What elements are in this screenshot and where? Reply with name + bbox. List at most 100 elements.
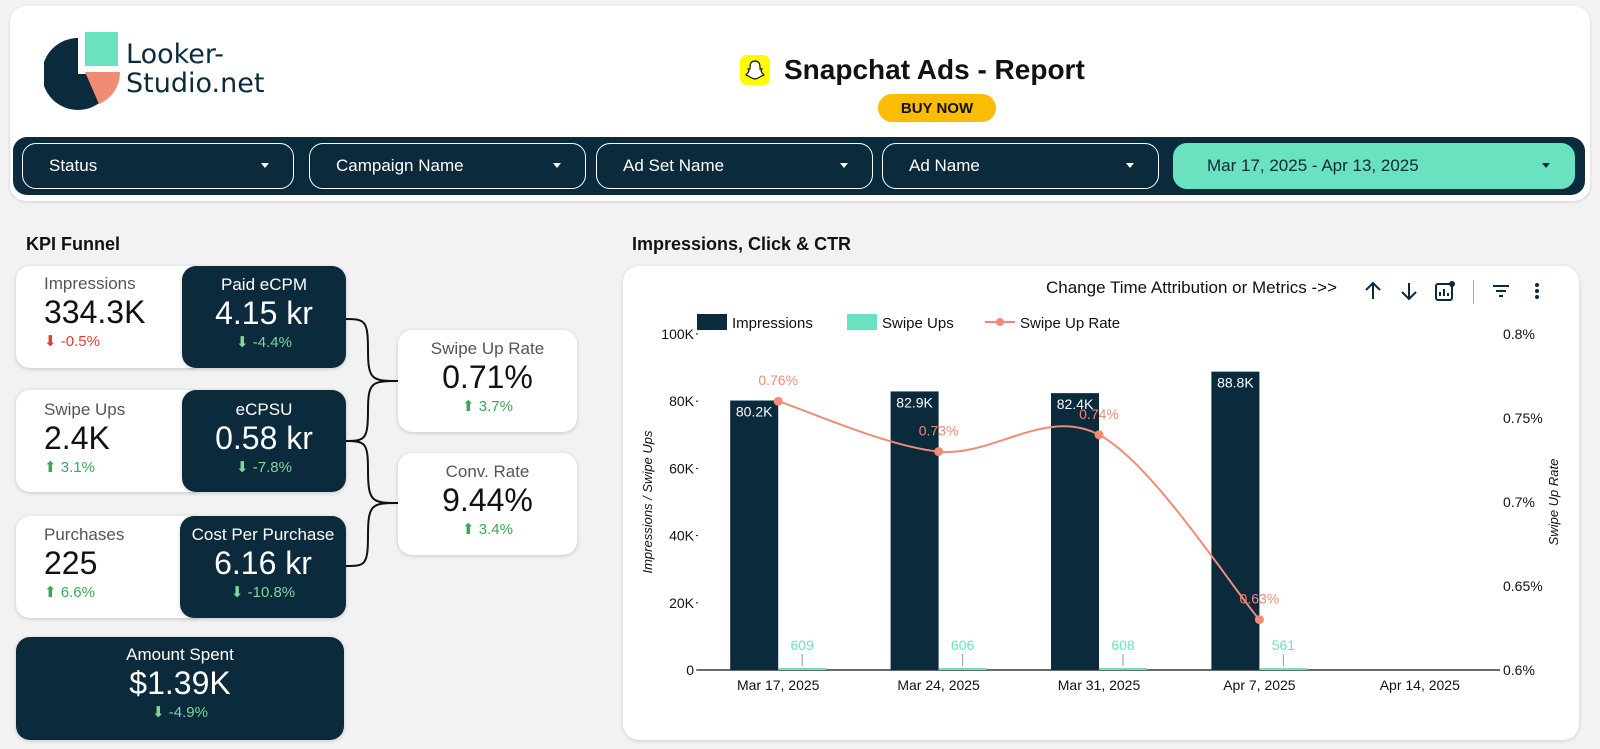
campaign-filter-label: Campaign Name — [336, 156, 464, 175]
arrow-down-icon: ⬇ — [236, 459, 249, 476]
conv-rate-card: Conv. Rate 9.44% ⬆ 3.4% — [398, 453, 577, 555]
campaign-name-filter[interactable]: Campaign Name — [309, 143, 586, 189]
status-filter[interactable]: Status — [22, 143, 294, 189]
swipe-ups-data-label: 608 — [1111, 637, 1135, 653]
swipe-ups-label: Swipe Ups — [44, 400, 126, 419]
date-range-picker[interactable]: Mar 17, 2025 - Apr 13, 2025 — [1173, 143, 1575, 189]
chevron-down-icon — [840, 163, 848, 168]
swipe-up-rate-delta-text: 3.7% — [478, 398, 513, 415]
arrow-up-icon: ⬆ — [462, 398, 475, 415]
legend-label-swipe-ups: Swipe Ups — [882, 315, 954, 332]
y-tick-label: 40K — [669, 528, 695, 544]
swipe-up-rate-point — [1254, 615, 1264, 625]
buy-now-button[interactable]: BUY NOW — [878, 94, 996, 122]
chevron-down-icon — [261, 163, 269, 168]
amount-spent-delta: ⬇ -4.9% — [16, 703, 344, 721]
x-tick-label: Mar 31, 2025 — [1058, 677, 1141, 693]
purchases-card: Purchases 225 ⬆ 6.6% — [16, 516, 206, 618]
change-attribution-text[interactable]: Change Time Attribution or Metrics ->> — [1046, 278, 1338, 297]
amount-spent-label: Amount Spent — [126, 645, 234, 664]
swipe-ups-delta: ⬆ 3.1% — [44, 458, 206, 476]
impressions-data-label: 80.2K — [736, 404, 773, 420]
y2-tick-label: 0.7% — [1503, 494, 1535, 510]
paid-ecpm-delta-text: -4.4% — [252, 334, 292, 351]
impressions-bar — [890, 391, 939, 670]
x-tick-label: Apr 7, 2025 — [1223, 677, 1296, 693]
amount-spent-delta-text: -4.9% — [168, 704, 208, 721]
swipe-ups-data-label: 606 — [951, 637, 975, 653]
purchases-value: 225 — [44, 545, 98, 581]
chart-settings-icon[interactable] — [1434, 280, 1456, 302]
ecpsu-card: eCPSU 0.58 kr ⬇ -7.8% — [182, 390, 346, 492]
y2-axis-title: Swipe Up Rate — [1546, 459, 1561, 546]
amount-spent-value: $1.39K — [129, 665, 231, 701]
chevron-down-icon — [553, 163, 561, 168]
arrow-down-icon: ⬇ — [152, 704, 165, 721]
more-vert-icon[interactable] — [1526, 280, 1548, 302]
impressions-card: Impressions 334.3K ⬇ -0.5% — [16, 266, 206, 368]
y-tick-label: 100K — [661, 326, 694, 342]
page-title: Snapchat Ads - Report — [784, 54, 1085, 85]
y2-tick-label: 0.6% — [1503, 662, 1535, 678]
ad-set-name-filter[interactable]: Ad Set Name — [596, 143, 873, 189]
impressions-data-label: 82.4K — [1057, 396, 1094, 412]
status-filter-label: Status — [49, 156, 98, 175]
arrow-up-icon: ⬆ — [44, 584, 57, 601]
arrow-up-icon[interactable] — [1362, 280, 1384, 302]
funnel-connectors — [344, 318, 399, 567]
swipe-ups-data-label: 561 — [1272, 637, 1296, 653]
y2-tick-label: 0.65% — [1503, 578, 1543, 594]
logo-line-1: Looker- — [126, 39, 225, 70]
y-tick-label: 80K — [669, 393, 695, 409]
paid-ecpm-delta: ⬇ -4.4% — [182, 333, 346, 351]
purchases-delta: ⬆ 6.6% — [44, 583, 206, 601]
y2-tick-label: 0.8% — [1503, 326, 1535, 342]
arrow-down-icon[interactable] — [1398, 280, 1420, 302]
chart-section-title: Impressions, Click & CTR — [632, 234, 852, 254]
ad-name-filter-label: Ad Name — [909, 156, 980, 175]
impressions-data-label: 88.8K — [1217, 375, 1254, 391]
chart-card — [623, 266, 1579, 740]
arrow-down-icon: ⬇ — [44, 333, 57, 350]
ecpsu-delta-text: -7.8% — [252, 459, 292, 476]
conv-rate-value: 9.44% — [442, 482, 533, 518]
swipe-ups-delta-text: 3.1% — [60, 459, 95, 476]
impressions-data-label: 82.9K — [896, 394, 933, 410]
date-range-label: Mar 17, 2025 - Apr 13, 2025 — [1207, 156, 1419, 175]
filter-bar: Status Campaign Name Ad Set Name Ad Name… — [13, 137, 1585, 195]
y-tick-label: 0 — [686, 662, 694, 678]
ad-name-filter[interactable]: Ad Name — [882, 143, 1159, 189]
legend-swatch-swipe-ups — [847, 314, 877, 330]
paid-ecpm-card: Paid eCPM 4.15 kr ⬇ -4.4% — [182, 266, 346, 368]
arrow-down-icon: ⬇ — [230, 584, 244, 601]
swipe-up-rate-data-label: 0.76% — [758, 372, 798, 388]
filter-icon[interactable] — [1490, 280, 1512, 302]
pie-logo-icon — [44, 32, 121, 110]
paid-ecpm-label: Paid eCPM — [221, 275, 307, 294]
purchases-delta-text: 6.6% — [60, 584, 95, 601]
toolbar-divider — [1473, 280, 1474, 304]
cost-per-purchase-card: Cost Per Purchase 6.16 kr ⬇ -10.8% — [180, 516, 346, 618]
x-tick-label: Mar 17, 2025 — [737, 677, 820, 693]
conv-rate-delta-text: 3.4% — [478, 521, 513, 538]
purchases-label: Purchases — [44, 525, 125, 544]
impressions-value: 334.3K — [44, 294, 146, 330]
legend-swatch-rate-dot — [996, 318, 1004, 326]
impressions-delta: ⬇ -0.5% — [44, 332, 206, 350]
kpi-funnel-title: KPI Funnel — [26, 234, 120, 254]
swipe-up-rate-card: Swipe Up Rate 0.71% ⬆ 3.7% — [398, 330, 577, 432]
y-axis-title: Impressions / Swipe Ups — [640, 430, 655, 574]
cost-per-purchase-delta: ⬇ -10.8% — [180, 583, 346, 601]
swipe-up-rate-line — [777, 400, 1261, 621]
legend-swatch-impressions — [697, 314, 727, 330]
cost-per-purchase-label: Cost Per Purchase — [191, 525, 335, 544]
swipe-up-rate-data-label: 0.74% — [1079, 406, 1119, 422]
paid-ecpm-value: 4.15 kr — [215, 295, 313, 331]
swipe-ups-bar — [938, 667, 987, 670]
brand-logo[interactable]: Looker- Studio.net — [44, 32, 284, 112]
y-tick-label: 20K — [669, 595, 695, 611]
swipe-ups-bar — [1259, 668, 1308, 670]
swipe-ups-card: Swipe Ups 2.4K ⬆ 3.1% — [16, 390, 206, 492]
legend-label-impressions: Impressions — [732, 315, 813, 332]
swipe-ups-bar — [1099, 667, 1147, 670]
